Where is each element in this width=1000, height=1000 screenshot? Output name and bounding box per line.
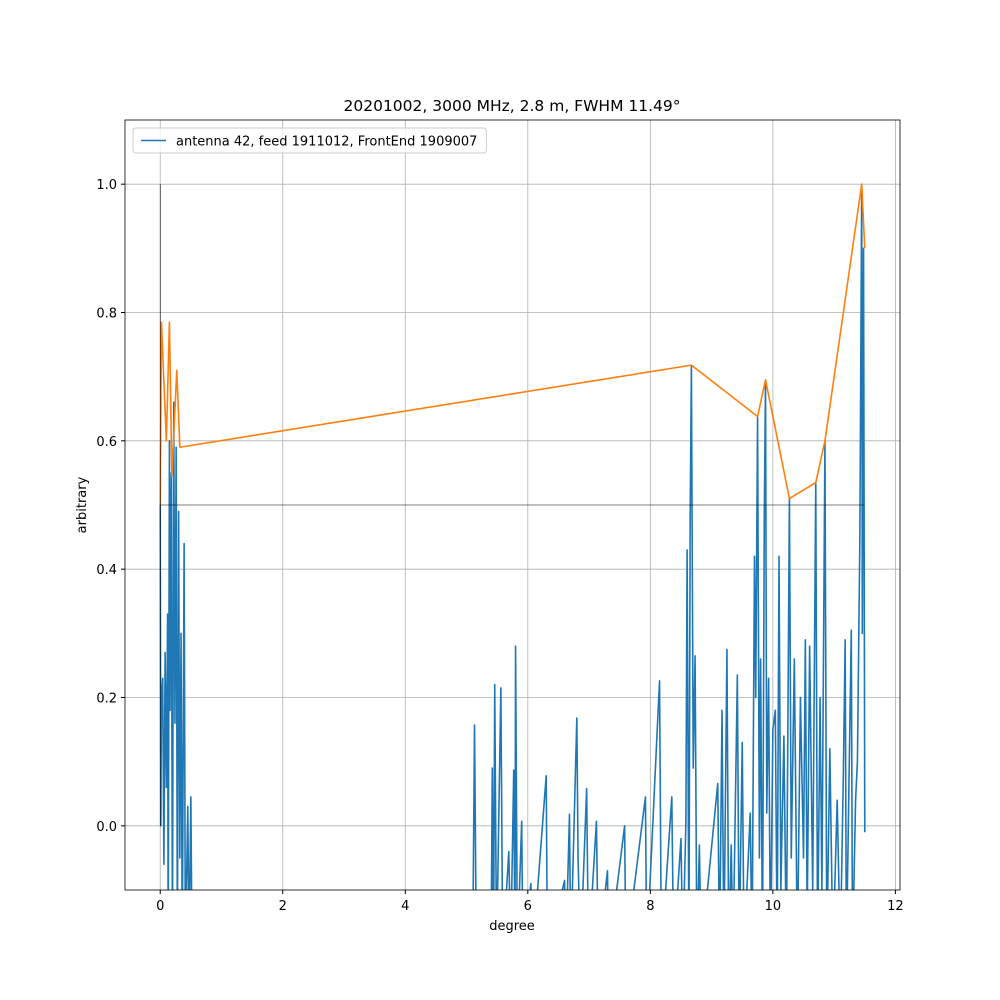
x-tick-label: 0	[156, 899, 164, 914]
y-tick-label: 0.4	[96, 563, 117, 578]
x-axis-label: degree	[489, 919, 535, 934]
y-tick-label: 0.2	[96, 692, 117, 707]
x-tick-label: 6	[524, 899, 532, 914]
x-tick-label: 12	[887, 899, 904, 914]
legend-label: antenna 42, feed 1911012, FrontEnd 19090…	[176, 135, 477, 150]
y-tick-label: 0.0	[96, 820, 117, 835]
x-tick-label: 4	[401, 899, 409, 914]
legend-box	[132, 127, 487, 154]
y-tick-label: 1.0	[96, 178, 117, 193]
x-tick-label: 2	[279, 899, 287, 914]
chart-title: 20201002, 3000 MHz, 2.8 m, FWHM 11.49°	[344, 97, 681, 115]
y-tick-label: 0.8	[96, 307, 117, 322]
data-line	[159, 183, 866, 890]
x-tick-label: 10	[765, 899, 782, 914]
x-tick-label: 8	[646, 899, 654, 914]
plot-area	[159, 183, 866, 890]
y-tick-label: 0.6	[96, 435, 117, 450]
y-axis-label: arbitrary	[75, 476, 90, 533]
axes-frame	[124, 119, 901, 891]
data-line	[159, 183, 866, 506]
